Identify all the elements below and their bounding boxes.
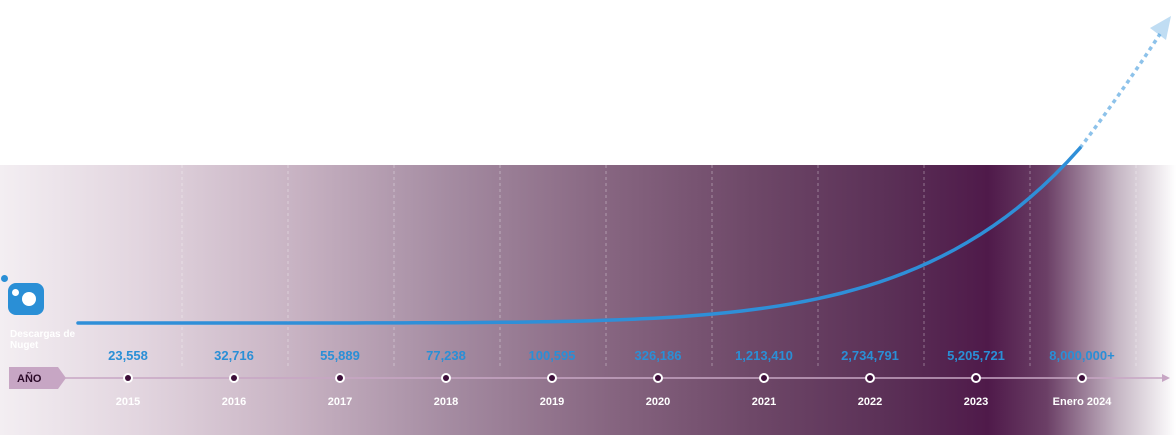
data-point-center [761,375,767,381]
axis-tag-shape [9,367,66,389]
data-label: 326,186 [635,348,682,363]
x-tick-label: 2017 [328,396,352,408]
x-tick-label: 2020 [646,396,670,408]
x-tick-label: 2019 [540,396,564,408]
trend-continuation-line [1078,33,1162,150]
data-label: 1,213,410 [735,348,793,363]
x-tick-label: 2018 [434,396,458,408]
data-label: 100,595 [529,348,576,363]
data-point-center [973,375,979,381]
data-point-center [867,375,873,381]
x-tick-label: 2022 [858,396,882,408]
data-point-center [125,375,131,381]
data-point-center [443,375,449,381]
x-axis-label: AÑO [17,372,42,385]
data-label: 77,238 [426,348,466,363]
series-line [76,146,1082,325]
x-tick-label: 2023 [964,396,988,408]
series-name-label: Descargas de Nuget [10,329,76,351]
trend-arrowhead [1150,16,1171,40]
data-point-center [1079,375,1085,381]
data-point-center [655,375,661,381]
x-tick-label: 2021 [752,396,776,408]
x-tick-label: 2016 [222,396,246,408]
data-label: 8,000,000+ [1049,348,1115,363]
logo-accent-dot [1,275,8,282]
x-axis-arrowhead [1162,374,1170,382]
gradient-band [0,165,1176,435]
data-point-center [231,375,237,381]
nuget-logo-icon [8,283,44,315]
x-tick-label: Enero 2024 [1053,396,1113,408]
data-point-center [549,375,555,381]
data-label: 5,205,721 [947,348,1005,363]
data-point-center [337,375,343,381]
x-tick-label: 2015 [116,396,140,408]
data-label: 2,734,791 [841,348,899,363]
data-label: 23,558 [108,348,148,363]
data-label: 55,889 [320,348,360,363]
data-label: 32,716 [214,348,254,363]
